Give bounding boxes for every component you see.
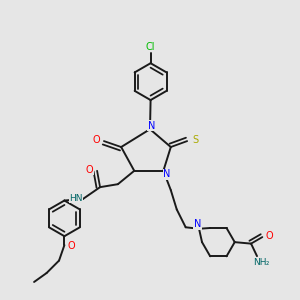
Text: O: O bbox=[92, 135, 100, 145]
Text: O: O bbox=[265, 232, 273, 242]
Text: S: S bbox=[192, 135, 198, 145]
Text: N: N bbox=[194, 219, 201, 229]
Text: N: N bbox=[163, 169, 171, 179]
Text: O: O bbox=[67, 241, 75, 251]
Text: N: N bbox=[148, 121, 155, 130]
Text: ₂: ₂ bbox=[266, 258, 269, 267]
Text: HN: HN bbox=[70, 194, 83, 203]
Text: NH: NH bbox=[253, 258, 266, 267]
Text: Cl: Cl bbox=[146, 42, 155, 52]
Text: O: O bbox=[85, 165, 93, 175]
